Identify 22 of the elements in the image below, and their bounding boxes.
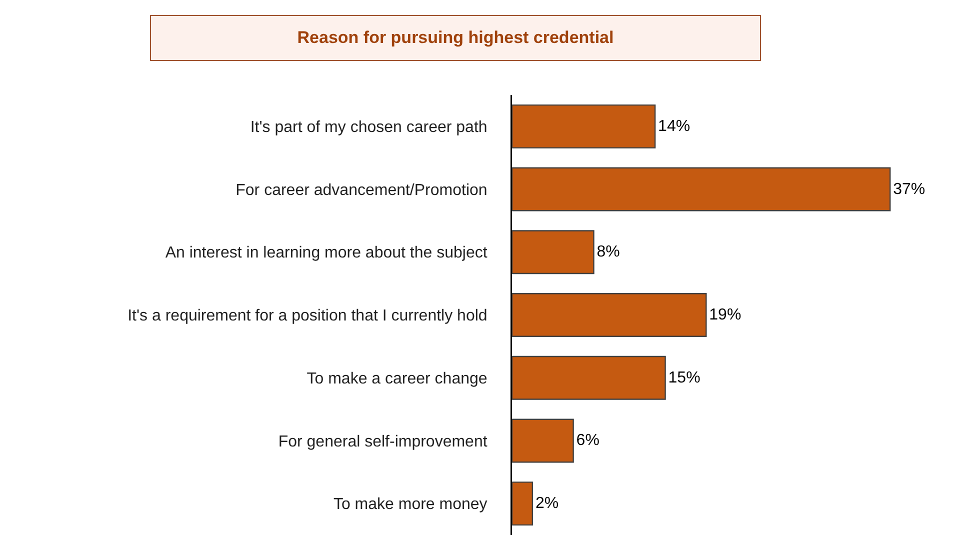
- bar: [512, 104, 656, 148]
- bar: [512, 293, 707, 337]
- y-tick-label: For career advancement/Promotion: [236, 182, 488, 199]
- bar: [512, 167, 891, 212]
- y-tick-label: An interest in learning more about the subject: [165, 244, 488, 262]
- bar: [512, 230, 594, 274]
- data-label: 14%: [658, 118, 690, 135]
- y-tick-label: It's a requirement for a position that I currently hold: [128, 308, 488, 325]
- data-label: 8%: [596, 244, 620, 261]
- data-label: 19%: [709, 306, 742, 324]
- chart-title: Reason for pursuing highest credential: [150, 15, 761, 61]
- bar: [512, 482, 534, 526]
- y-tick-label: To make a career change: [306, 370, 488, 388]
- data-label: 15%: [668, 369, 700, 386]
- data-label: 37%: [893, 180, 926, 198]
- y-tick-label: To make more money: [333, 496, 488, 514]
- data-label: 6%: [576, 432, 600, 450]
- y-tick-label: For general self-improvement: [278, 433, 488, 450]
- bar: [512, 418, 574, 463]
- y-tick-label: It's part of my chosen career path: [250, 119, 488, 136]
- data-label: 2%: [535, 495, 559, 512]
- bar: [512, 356, 666, 400]
